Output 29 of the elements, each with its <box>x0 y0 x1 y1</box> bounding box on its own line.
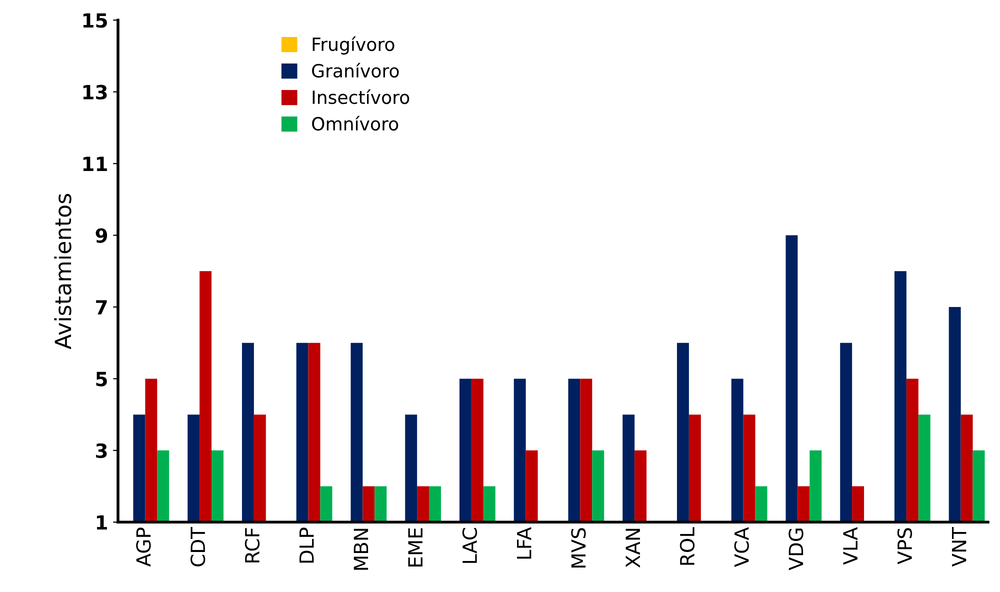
legend-label: Frugívoro <box>312 36 394 55</box>
x-tick-label: VDG <box>788 528 804 570</box>
y-axis-title: Avistamientos <box>54 194 72 350</box>
x-tick-label: LFA <box>517 527 532 559</box>
x-tick-label: LAC <box>462 528 478 563</box>
y-tick-label: 13 <box>83 84 107 100</box>
legend-label: Granívoro <box>312 62 399 78</box>
y-tick-label: 3 <box>96 443 107 458</box>
x-tick-label: CDT <box>190 526 206 566</box>
x-tick-label: ROL <box>680 527 695 565</box>
y-tick-label: 15 <box>83 13 107 28</box>
y-tick-label: 9 <box>96 228 108 243</box>
x-tick-label: VLA <box>843 527 858 565</box>
x-tick-label: VPS <box>897 528 912 564</box>
y-tick-label: 7 <box>96 300 107 314</box>
legend-label: Omnívoro <box>312 116 398 131</box>
x-tick-label: MVS <box>571 528 586 568</box>
x-tick-label: AGP <box>136 528 151 567</box>
legend-label: Insectívoro <box>312 89 410 104</box>
y-tick-label: 5 <box>96 372 107 386</box>
x-tick-label: VCA <box>734 527 749 568</box>
y-tick-label: 11 <box>83 156 107 171</box>
x-tick-label: MBN <box>354 528 368 570</box>
x-tick-label: EME <box>408 528 422 566</box>
x-tick-label: VNT <box>952 526 966 567</box>
x-tick-label: XAN <box>626 528 640 568</box>
x-tick-label: DLP <box>300 528 314 563</box>
x-tick-label: RCF <box>244 528 260 562</box>
y-tick-label: 1 <box>96 515 107 530</box>
